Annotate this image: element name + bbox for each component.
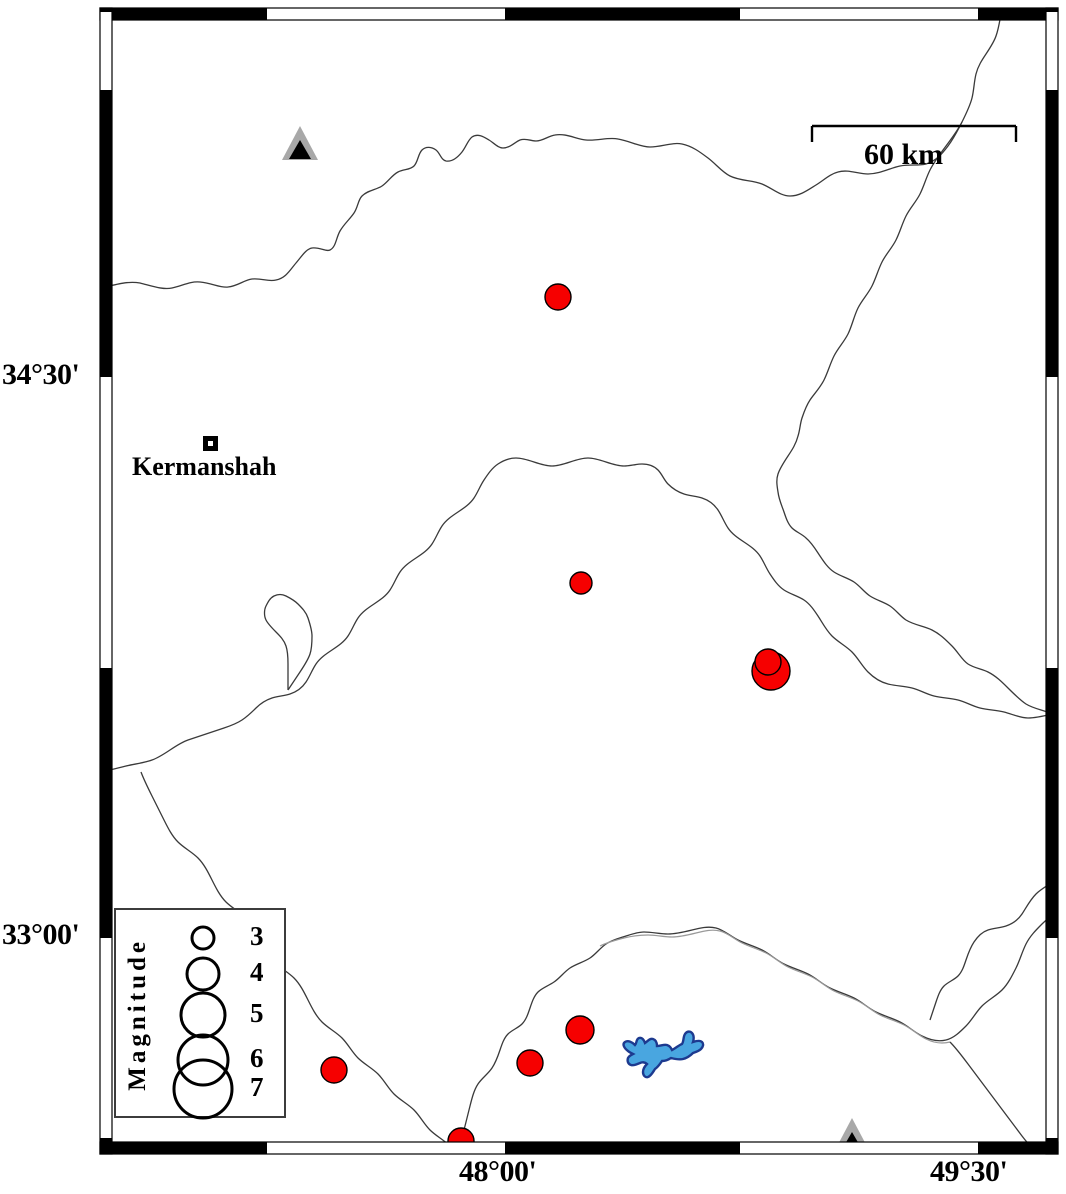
boundary-line-northeast (776, 121, 1053, 715)
earthquake-marker[interactable] (569, 571, 593, 595)
boundary-line-north (101, 9, 1003, 290)
longitude-tick-label-4930: 49°30' (930, 1155, 1008, 1188)
boundary-line-south-secondary (599, 929, 951, 1044)
boundary-line-east-lobe (929, 879, 1057, 1021)
longitude-tick-label-4800: 48°00' (459, 1155, 537, 1188)
legend-label-mag6: 6 (250, 1043, 264, 1073)
boundary-line-southeast (949, 1041, 1038, 1153)
city-square-icon (203, 436, 218, 451)
station-triangle-icon[interactable] (282, 126, 318, 160)
latitude-tick-label-3300: 33°00' (2, 918, 80, 951)
legend-circle-mag5 (179, 991, 227, 1039)
boundary-line-central-spur (263, 593, 313, 691)
legend-label-mag5: 5 (250, 998, 264, 1028)
latitude-tick-label-3430: 34°30' (2, 358, 80, 391)
earthquake-marker[interactable] (754, 648, 782, 676)
earthquake-marker[interactable] (544, 283, 572, 311)
boundary-line-south (457, 909, 1057, 1153)
scale-bar (810, 124, 1018, 142)
legend-circle-mag3 (190, 925, 216, 951)
legend-label-mag7: 7 (250, 1072, 264, 1102)
scale-bar-label: 60 km (864, 138, 944, 171)
earthquake-marker[interactable] (565, 1015, 595, 1045)
boundary-line-central (101, 457, 1053, 773)
legend-circle-mag4 (185, 956, 221, 992)
city-label-kermanshah: Kermanshah (132, 452, 277, 481)
lake-waterbody (622, 1030, 705, 1079)
boundary-line-southwest (140, 771, 458, 1153)
magnitude-legend (114, 908, 286, 1118)
map-frame (99, 7, 1059, 1155)
earthquake-marker[interactable] (320, 1056, 348, 1084)
legend-label-mag3: 3 (250, 921, 264, 951)
earthquake-markers (320, 283, 791, 1153)
legend-circle-mag7 (172, 1058, 234, 1120)
legend-circle-mag6 (176, 1033, 230, 1087)
legend-label-mag4: 4 (250, 957, 264, 987)
geography-layer (101, 9, 1057, 1153)
earthquake-marker[interactable] (516, 1049, 544, 1077)
